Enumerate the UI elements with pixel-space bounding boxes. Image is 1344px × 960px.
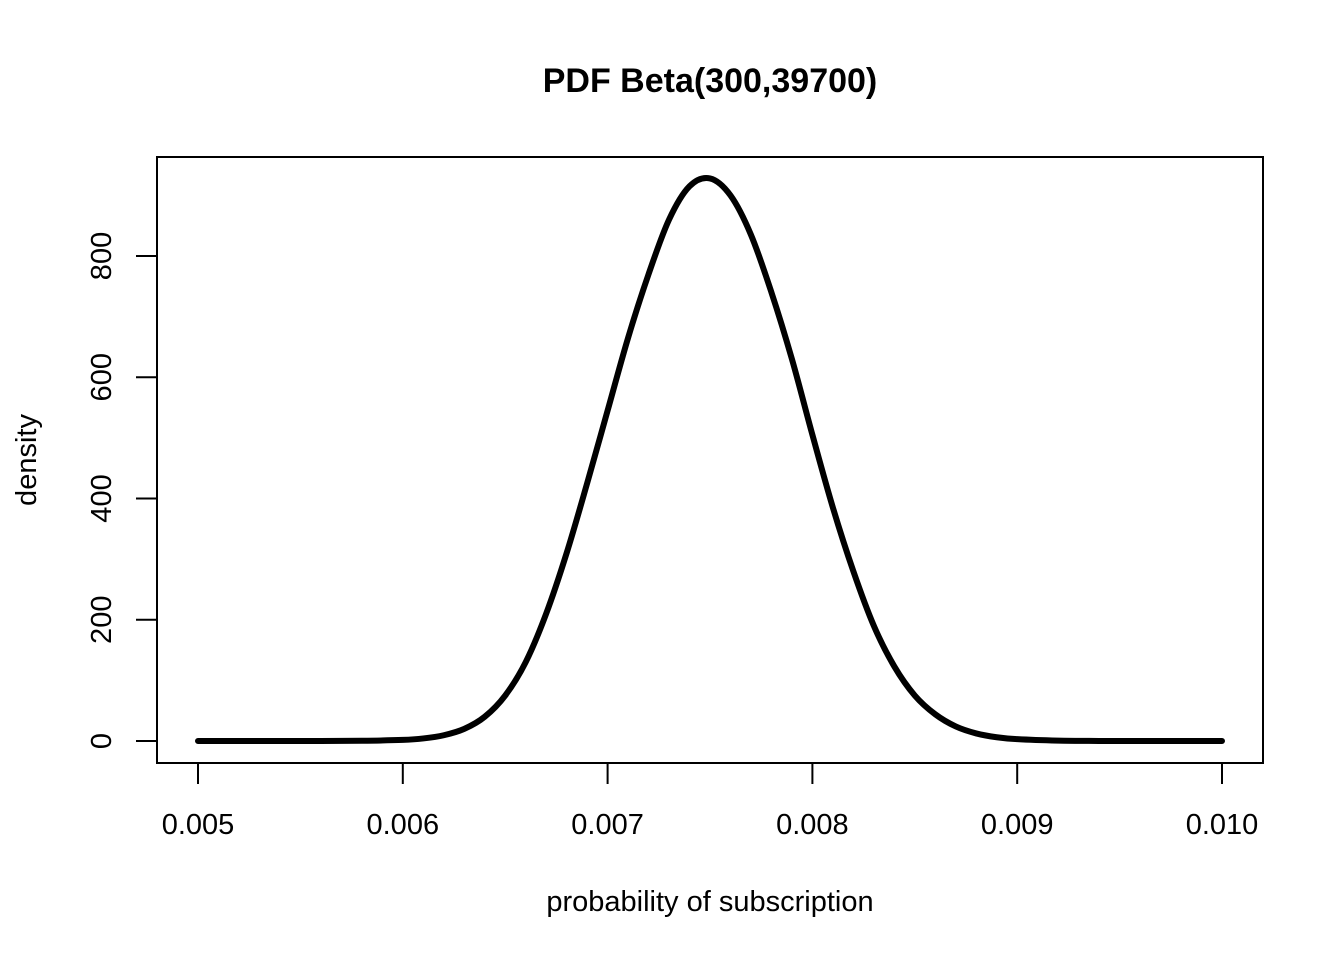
x-tick-label: 0.005: [162, 809, 235, 841]
y-axis-label: density: [11, 414, 43, 506]
y-tick-label: 600: [86, 353, 118, 401]
plot-frame: [156, 156, 1264, 764]
y-tick-label: 400: [86, 474, 118, 522]
y-tick-label: 800: [86, 232, 118, 280]
density-curve: [195, 175, 1225, 744]
x-tick-label: 0.008: [776, 809, 849, 841]
x-axis: 0.005 0.006 0.007 0.008 0.009 0.010: [162, 762, 1259, 841]
x-tick-label: 0.007: [571, 809, 644, 841]
x-tick-label: 0.009: [981, 809, 1054, 841]
x-tick-label: 0.010: [1186, 809, 1259, 841]
y-axis: 0 200 400 600 800: [86, 232, 158, 749]
x-axis-label: probability of subscription: [546, 886, 873, 918]
chart-title: PDF Beta(300,39700): [543, 62, 878, 100]
x-tick-label: 0.006: [367, 809, 440, 841]
y-tick-label: 200: [86, 596, 118, 644]
y-tick-label: 0: [86, 733, 118, 749]
